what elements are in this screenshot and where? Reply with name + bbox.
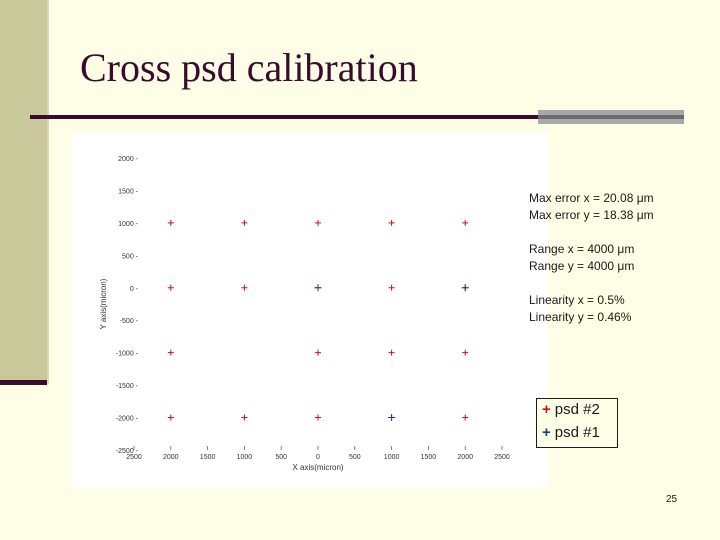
range-y: Range y = 4000 μm <box>529 259 635 273</box>
left-decor-band-edge <box>0 380 47 385</box>
max-error-group: Max error x = 20.08 μm Max error y = 18.… <box>529 190 654 224</box>
x-tick-label: 2000 <box>457 454 473 461</box>
range-group: Range x = 4000 μm Range y = 4000 μm <box>529 241 654 275</box>
y-axis-label: Y axis(micron) <box>99 278 108 329</box>
linearity-y: Linearity y = 0.46% <box>529 310 632 324</box>
max-error-x: Max error x = 20.08 μm <box>529 191 654 205</box>
y-tick-label: 1000 - <box>118 221 139 228</box>
range-x: Range x = 4000 μm <box>529 242 635 256</box>
y-tick-label: 1500 - <box>118 188 139 195</box>
y-tick-label: 0 - <box>130 286 139 293</box>
slide-title: Cross psd calibration <box>80 45 418 90</box>
data-point-psd2 <box>315 349 321 356</box>
data-point-psd1 <box>388 414 396 422</box>
x-tick-label: 0 <box>316 454 320 461</box>
data-point-psd2 <box>462 414 469 421</box>
data-point-psd2 <box>388 349 395 356</box>
legend-item-psd1: + psd #1 <box>542 424 600 441</box>
data-point-psd2 <box>167 414 174 421</box>
x-tick-label: 500 <box>349 454 361 461</box>
y-tick-label: 500 - <box>122 253 139 260</box>
legend-box: + psd #2 + psd #1 <box>536 398 618 448</box>
max-error-y: Max error y = 18.38 μm <box>529 208 654 222</box>
legend-marker-psd2: + <box>542 401 551 418</box>
y-tick-label: -2000 - <box>116 416 139 423</box>
data-point-psd2 <box>241 414 248 421</box>
left-decor-line <box>47 0 49 384</box>
title-underline <box>30 115 538 119</box>
linearity-group: Linearity x = 0.5% Linearity y = 0.46% <box>529 292 654 326</box>
y-tick-label: -500 - <box>120 318 139 325</box>
data-point-psd2 <box>388 219 395 226</box>
x-tick-label: 2500 <box>494 454 510 461</box>
legend-label-psd2: psd #2 <box>554 401 600 418</box>
data-point-psd2 <box>241 219 248 226</box>
data-point-psd2 <box>462 219 469 226</box>
x-tick-label: 2500 <box>126 454 142 461</box>
data-point-psd2 <box>315 219 321 226</box>
y-tick-label: -1000 - <box>116 351 139 358</box>
chart-canvas: 2000 -1500 -1000 -500 -0 --500 --1000 --… <box>99 156 510 472</box>
data-point-psd2 <box>167 219 174 226</box>
y-tick-label: -2500 - <box>116 448 139 455</box>
linearity-x: Linearity x = 0.5% <box>529 293 625 307</box>
x-tick-label: 1000 <box>237 454 253 461</box>
legend-marker-psd1: + <box>542 424 551 441</box>
x-axis-label: X axis(micron) <box>292 463 343 472</box>
x-tick-label: 2000 <box>163 454 179 461</box>
x-tick-label: 500 <box>275 454 287 461</box>
data-point-psd2 <box>167 349 174 356</box>
left-decor-band <box>0 0 47 382</box>
data-point-psd1 <box>314 284 322 292</box>
y-tick-label: 2000 - <box>118 156 139 163</box>
stats-panel: Max error x = 20.08 μm Max error y = 18.… <box>529 190 654 343</box>
x-tick-label: 1500 <box>421 454 437 461</box>
legend-label-psd1: psd #1 <box>554 424 600 441</box>
y-tick-label: -1500 - <box>116 383 139 390</box>
x-tick-label: 1500 <box>200 454 216 461</box>
title-underline-accent-inner <box>538 115 684 119</box>
calibration-chart: 2000 -1500 -1000 -500 -0 - -500 - -1000 --… <box>72 133 548 488</box>
data-point-psd2 <box>241 284 248 291</box>
page-number: 25 <box>666 494 678 505</box>
legend-item-psd2: + psd #2 <box>542 401 600 418</box>
data-point-psd2 <box>388 284 395 291</box>
data-point-psd1 <box>461 284 469 292</box>
data-point-psd2 <box>167 284 174 291</box>
data-point-psd2 <box>462 349 469 356</box>
data-point-psd2 <box>315 414 321 421</box>
x-tick-label: 1000 <box>384 454 400 461</box>
